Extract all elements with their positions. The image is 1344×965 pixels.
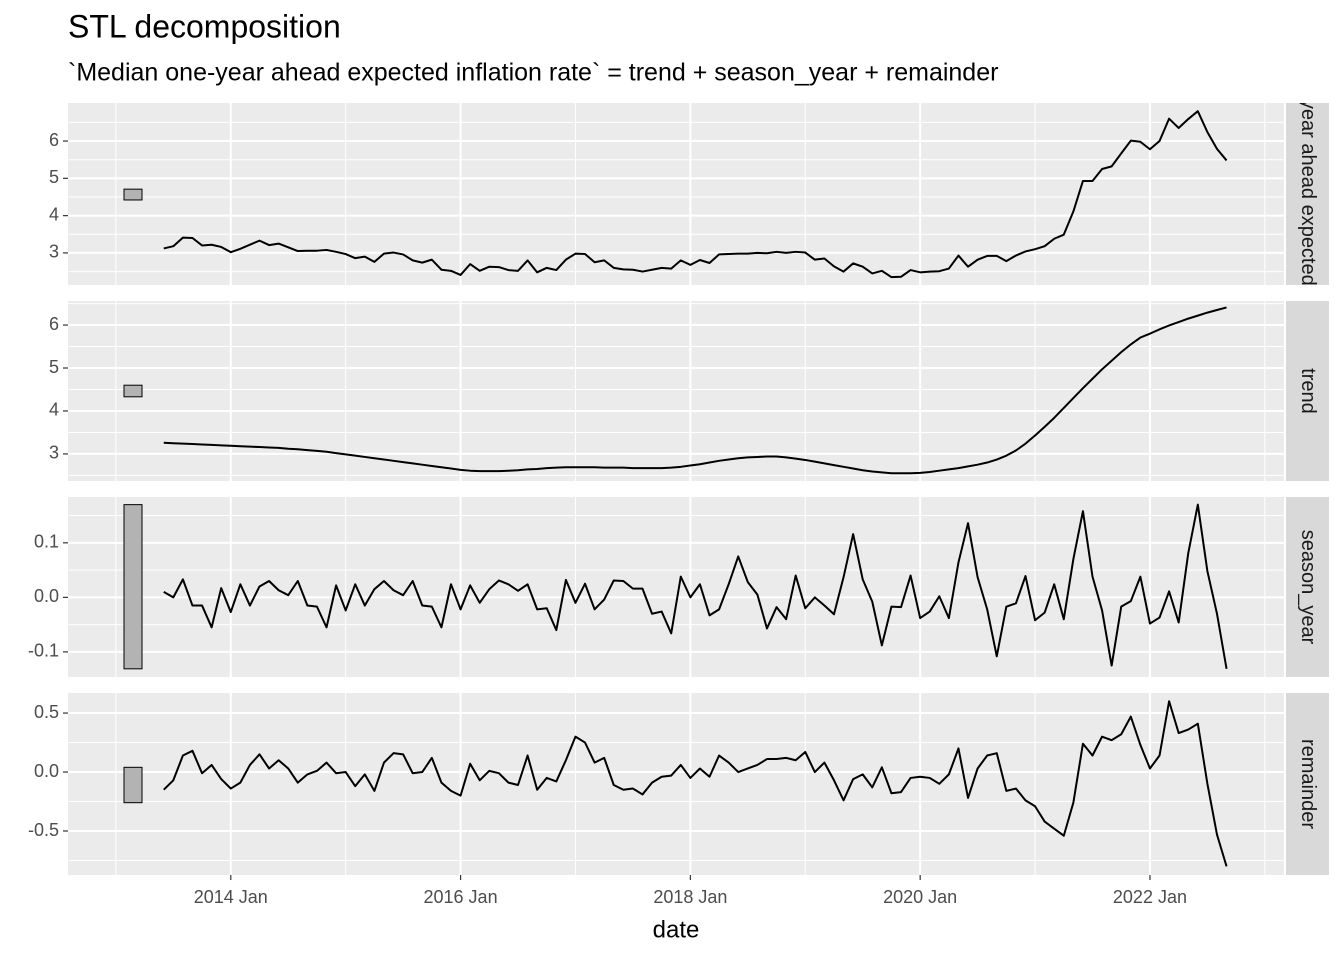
series-line	[163, 503, 1228, 669]
y-tick-label: -0.1	[28, 641, 59, 661]
chart-title: STL decomposition	[68, 8, 341, 44]
y-tick-label: 0.5	[34, 702, 59, 722]
y-tick-label: 4	[49, 400, 59, 420]
y-tick-label: 0.1	[34, 532, 59, 552]
y-tick-label: -0.5	[28, 820, 59, 840]
strip-background	[1286, 301, 1329, 481]
x-tick-label: 2020 Jan	[883, 887, 957, 907]
series-line	[163, 306, 1227, 475]
y-tick-label: 0.0	[34, 761, 59, 781]
strip-label: remainder	[1297, 739, 1319, 829]
chart-subtitle: `Median one-year ahead expected inflatio…	[68, 59, 998, 87]
scale-bar	[123, 504, 143, 670]
strip-background	[1286, 497, 1329, 677]
series-line	[163, 110, 1228, 279]
strip-background	[1286, 103, 1329, 285]
x-tick-label: 2014 Jan	[194, 887, 268, 907]
y-tick-label: 6	[49, 314, 59, 334]
strip-label: trend	[1297, 368, 1319, 414]
y-tick-label: 5	[49, 357, 59, 377]
panel-background	[68, 693, 1284, 875]
x-tick-label: 2018 Jan	[653, 887, 727, 907]
y-tick-label: 5	[49, 167, 59, 187]
y-tick-label: 3	[49, 443, 59, 463]
scale-bar	[123, 188, 143, 201]
y-tick-label: 0.0	[34, 586, 59, 606]
strip-label: Median one-year ahead expected inflation…	[1297, 0, 1319, 400]
x-tick-label: 2022 Jan	[1113, 887, 1187, 907]
scale-bar	[123, 384, 143, 398]
x-tick-label: 2016 Jan	[424, 887, 498, 907]
scale-bar	[123, 766, 143, 804]
y-tick-label: 3	[49, 242, 59, 262]
series-line	[163, 700, 1228, 867]
y-tick-label: 4	[49, 204, 59, 224]
x-axis-title: date	[653, 916, 700, 943]
y-tick-label: 6	[49, 130, 59, 150]
panel-background	[68, 497, 1284, 677]
strip-background	[1286, 693, 1329, 875]
panel-background	[68, 103, 1284, 285]
strip-label: season_year	[1297, 530, 1319, 645]
